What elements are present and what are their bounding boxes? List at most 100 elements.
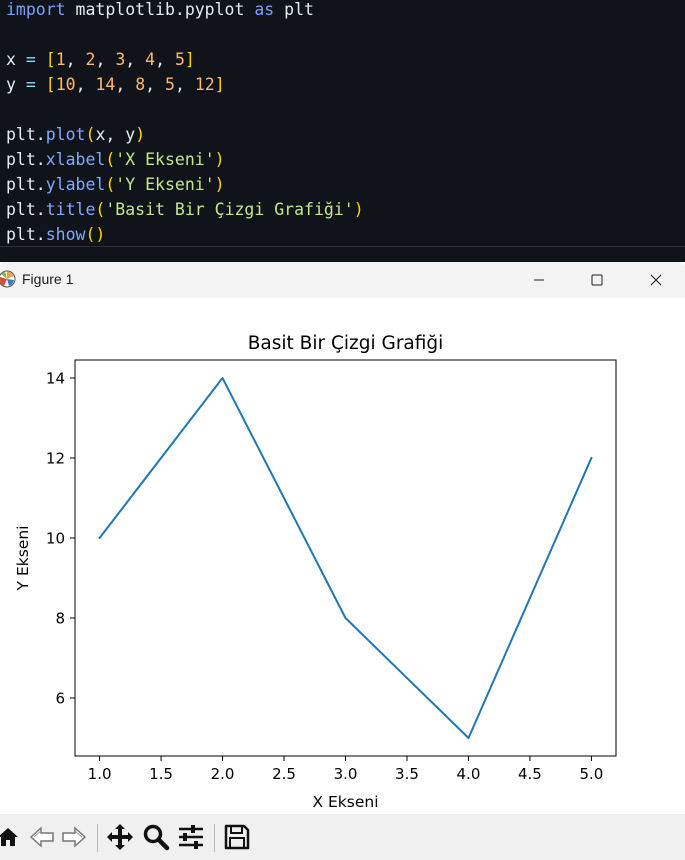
minimize-button[interactable] (510, 262, 568, 298)
code-token: , (145, 75, 165, 94)
code-token: = (25, 75, 36, 94)
code-text[interactable]: import matplotlib.pyplot as plt x = [1, 2… (6, 0, 364, 247)
code-token: ) (214, 175, 225, 194)
code-line[interactable] (6, 97, 364, 122)
code-token: , (115, 75, 136, 94)
code-editor[interactable]: import matplotlib.pyplot as plt x = [1, 2… (0, 0, 685, 262)
y-tick-label: 10 (46, 530, 65, 548)
y-tick-label: 8 (55, 610, 65, 628)
code-token: 'Basit Bir Çizgi Grafiği' (105, 200, 354, 219)
configure-subplots-button[interactable] (177, 822, 205, 852)
code-token: , (65, 50, 86, 69)
code-token: ( (105, 150, 116, 169)
x-tick-label: 2.0 (211, 765, 235, 783)
toolbar-separator (97, 824, 98, 852)
y-tick-label: 12 (46, 450, 65, 468)
pan-button[interactable] (106, 822, 134, 852)
code-line[interactable] (6, 22, 364, 47)
code-line[interactable]: import matplotlib.pyplot as plt (6, 0, 364, 22)
y-tick-label: 14 (46, 370, 65, 388)
code-token: , (95, 50, 116, 69)
code-token: ] (214, 75, 225, 94)
x-tick-label: 4.5 (518, 765, 542, 783)
code-line[interactable]: y = [10, 14, 8, 5, 12] (6, 72, 364, 97)
code-token: ( (85, 125, 96, 144)
forward-button[interactable] (60, 822, 88, 852)
code-token: plot (45, 125, 86, 144)
code-token: plt. (6, 150, 46, 169)
editor-divider (0, 246, 685, 247)
line-chart[interactable]: 1.0 1.5 2.0 2.5 3.0 3.5 4.0 4.5 5.0 6 8 10 12 14 Basit… (0, 298, 685, 814)
code-token: 2 (85, 50, 96, 69)
code-token: plt. (6, 175, 46, 194)
toolbar-separator (214, 824, 215, 852)
code-token: 'Y Ekseni' (115, 175, 215, 194)
code-token: 5 (165, 75, 175, 94)
code-token: ] (184, 50, 195, 69)
x-tick-label: 3.5 (395, 765, 419, 783)
code-token: y (6, 75, 26, 94)
x-tick-label: 4.0 (457, 765, 481, 783)
code-token: show (45, 225, 86, 244)
code-token: , (155, 50, 175, 69)
code-token: 1 (55, 50, 66, 69)
code-token: plt (274, 0, 314, 19)
code-token: 12 (194, 75, 215, 94)
code-token: matplotlib.pyplot (65, 0, 255, 19)
maximize-button[interactable] (568, 262, 626, 298)
minimize-icon (534, 279, 544, 281)
code-token: as (254, 0, 275, 19)
code-token: xlabel (45, 150, 106, 169)
x-tick-label: 3.0 (334, 765, 358, 783)
save-button[interactable] (223, 822, 251, 852)
code-token: , (125, 50, 146, 69)
code-line[interactable]: x = [1, 2, 3, 4, 5] (6, 47, 364, 72)
code-token: ( (105, 175, 116, 194)
x-tick-label: 5.0 (579, 765, 603, 783)
code-token: [ (45, 50, 56, 69)
code-token: ylabel (45, 175, 106, 194)
back-arrow-icon (29, 826, 54, 848)
plot-area (75, 360, 616, 756)
zoom-icon (143, 824, 170, 851)
home-button[interactable] (0, 822, 22, 852)
close-icon (650, 274, 662, 286)
x-tick-label: 2.5 (272, 765, 296, 783)
matplotlib-icon (0, 270, 16, 288)
y-tick-label: 6 (55, 690, 65, 708)
code-token (36, 50, 46, 69)
figure-window: Figure 1 1.0 1.5 2.0 2.5 3.0 3.5 4.0 4.5 5.0 6 8 10… (0, 262, 685, 860)
zoom-button[interactable] (142, 822, 170, 852)
code-line[interactable]: plt.show() (6, 222, 364, 247)
code-token: 3 (115, 50, 126, 69)
code-line[interactable]: plt.title('Basit Bir Çizgi Grafiği') (6, 197, 364, 222)
code-token: ) (135, 125, 146, 144)
code-token: plt. (6, 125, 46, 144)
code-token (36, 75, 46, 94)
code-token: () (85, 225, 106, 244)
code-token: 4 (145, 50, 156, 69)
window-title: Figure 1 (22, 271, 74, 287)
code-token: import (6, 0, 66, 19)
code-token: = (25, 50, 36, 69)
y-axis-label: Y Ekseni (14, 526, 32, 592)
maximize-icon (591, 274, 603, 286)
code-token: 14 (95, 75, 116, 94)
forward-arrow-icon (62, 826, 87, 848)
code-token: title (45, 200, 96, 219)
code-token: x, y (95, 125, 136, 144)
code-token: ( (95, 200, 106, 219)
code-token: , (174, 75, 195, 94)
code-token: [ (45, 75, 56, 94)
configure-subplots-icon (179, 825, 203, 849)
code-line[interactable]: plt.ylabel('Y Ekseni') (6, 172, 364, 197)
title-bar[interactable]: Figure 1 (0, 262, 685, 298)
code-line[interactable]: plt.plot(x, y) (6, 122, 364, 147)
x-tick-label: 1.5 (149, 765, 173, 783)
chart-title: Basit Bir Çizgi Grafiği (248, 333, 444, 354)
close-button[interactable] (627, 262, 685, 298)
code-line[interactable]: plt.xlabel('X Ekseni') (6, 147, 364, 172)
code-token: plt. (6, 225, 46, 244)
back-button[interactable] (28, 822, 56, 852)
code-token: ) (214, 150, 225, 169)
